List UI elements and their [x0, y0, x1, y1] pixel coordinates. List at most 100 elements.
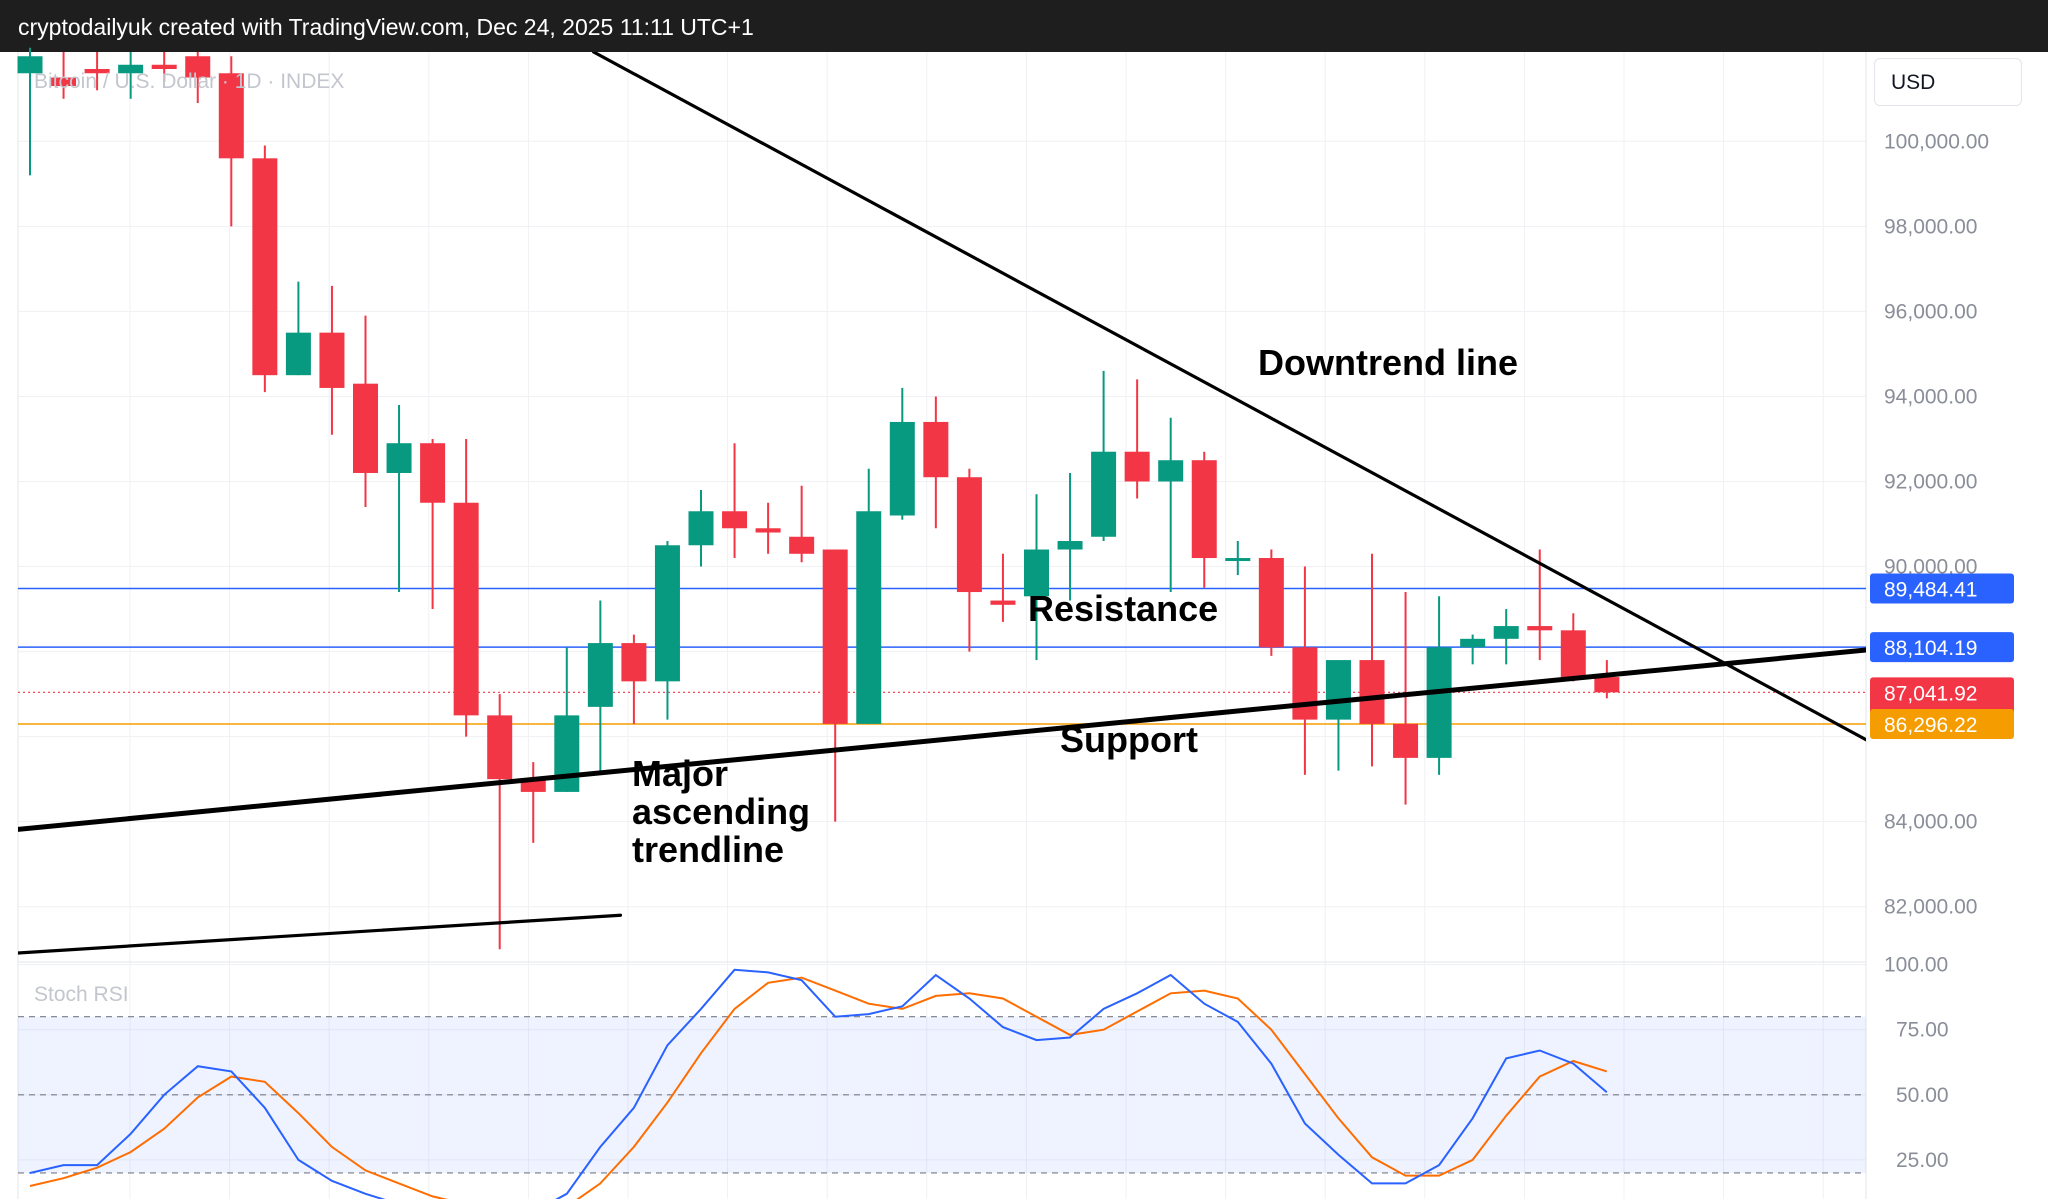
price-tick-label: 94,000.00 — [1884, 385, 1977, 408]
price-tag-label: 86,296.22 — [1884, 714, 1977, 737]
candle-body — [1091, 451, 1117, 537]
price-axis[interactable]: 82,000.00 84,000.00 90,000.00 92,000.00 94,0… — [1884, 130, 1989, 918]
trendline-3 — [18, 913, 623, 955]
candle — [789, 485, 815, 563]
candle-body — [185, 56, 211, 78]
attribution-text: cryptodailyuk created with TradingView.c… — [18, 14, 754, 40]
trendlines — [18, 52, 1866, 955]
candle-body — [1493, 626, 1519, 639]
candle — [520, 762, 546, 843]
candle-body — [1594, 677, 1620, 693]
stoch-guides — [18, 1016, 1866, 1174]
candle — [84, 52, 110, 91]
price-tag-label: 87,041.92 — [1884, 682, 1977, 705]
candle-body — [956, 477, 982, 593]
candle — [856, 468, 882, 724]
candle — [1460, 634, 1486, 665]
candle-body — [722, 511, 748, 529]
candle-body — [822, 549, 848, 724]
currency-label: USD — [1891, 71, 1936, 94]
candle — [688, 489, 714, 567]
candle — [1292, 566, 1318, 775]
annotation: Resistance — [1028, 588, 1218, 629]
candle — [1359, 553, 1385, 767]
price-tag-label: 89,484.41 — [1884, 578, 1977, 601]
candle — [1527, 549, 1553, 661]
candle — [990, 553, 1016, 622]
candle — [755, 502, 781, 554]
candle-body — [1225, 558, 1251, 562]
candle-body — [688, 511, 714, 546]
candle-body — [554, 715, 580, 792]
candle — [923, 396, 949, 529]
candle — [1191, 451, 1217, 588]
candle-body — [487, 715, 513, 780]
stoch-d-line — [29, 976, 1608, 1199]
candle — [1024, 494, 1049, 661]
trendline-2 — [18, 647, 1866, 832]
candle — [487, 694, 513, 950]
trendline-1 — [592, 52, 1866, 742]
candle — [1560, 613, 1586, 682]
candle-body — [17, 56, 43, 74]
candle — [151, 52, 177, 82]
candle-body — [587, 643, 613, 707]
candle-body — [353, 383, 378, 473]
candle-body — [319, 332, 345, 388]
candle — [1091, 370, 1117, 542]
stoch-title: Stoch RSI — [34, 983, 129, 1006]
annotation-line: Support — [1060, 719, 1198, 760]
price-tag-box — [1870, 632, 2014, 663]
candle-body — [1124, 451, 1150, 482]
candle-body — [285, 332, 311, 376]
candle-body — [84, 69, 110, 74]
candle — [185, 52, 211, 104]
price-tick-label: 90,000.00 — [1884, 556, 1977, 579]
price-tick-label: 84,000.00 — [1884, 811, 1977, 834]
candle — [654, 541, 680, 720]
candle-body — [1325, 660, 1351, 720]
price-tick-label: 98,000.00 — [1884, 215, 1977, 238]
price-tags: 89,484.4188,104.1987,041.9213:48:0486,29… — [1870, 573, 2014, 740]
candle-body — [755, 528, 781, 533]
candle — [1393, 592, 1419, 805]
price-levels — [18, 587, 1866, 725]
candle — [353, 315, 378, 507]
stoch-tick-label: 100.00 — [1884, 954, 1948, 977]
stoch-lines — [29, 968, 1608, 1199]
candle-body — [1191, 460, 1217, 559]
candle — [1225, 541, 1251, 576]
candle-body — [386, 443, 412, 473]
candle — [1325, 660, 1351, 771]
candle-body — [621, 643, 647, 682]
candle — [889, 387, 915, 520]
price-tick-label: 100,000.00 — [1884, 130, 1989, 153]
candle — [252, 145, 278, 393]
candle — [1057, 472, 1083, 601]
annotation-line: ascending — [632, 791, 810, 832]
candle-body — [1426, 647, 1452, 758]
price-tag-box — [1870, 573, 2014, 604]
candle — [621, 634, 647, 724]
candle-body — [453, 502, 479, 716]
price-tick-label: 96,000.00 — [1884, 300, 1977, 323]
candle-body — [1359, 660, 1385, 724]
candle-body — [151, 64, 177, 70]
stoch-axis[interactable]: 100.00 75.00 50.00 25.00 — [1884, 954, 1949, 1172]
annotations: Downtrend line Resistance Support Major asce… — [632, 342, 1518, 870]
candle-body — [654, 545, 680, 682]
annotation-line: Resistance — [1028, 588, 1218, 629]
candle-body — [789, 536, 815, 554]
candle-body — [1024, 549, 1049, 597]
candle-body — [118, 64, 144, 74]
candle-body — [1158, 460, 1184, 482]
annotation: Support — [1060, 719, 1198, 760]
candle-body — [1258, 558, 1284, 648]
currency-button[interactable]: USD — [1874, 58, 2022, 106]
annotation: Downtrend line — [1258, 342, 1518, 383]
candle — [1124, 379, 1150, 499]
annotation-line: Major — [632, 753, 728, 794]
price-tag-label: 88,104.19 — [1884, 637, 1977, 660]
candle-body — [51, 77, 77, 87]
